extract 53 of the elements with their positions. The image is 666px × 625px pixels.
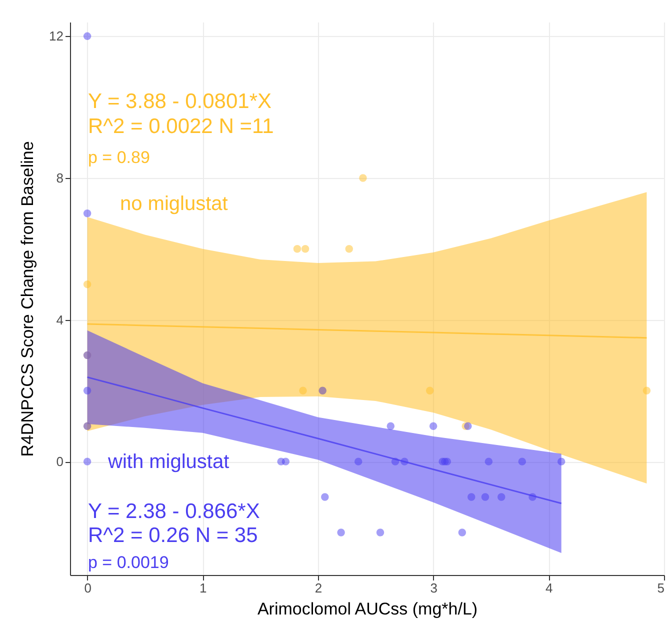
- y-axis-title: R4DNPCCS Score Change from Baseline: [18, 141, 38, 457]
- point: [354, 458, 362, 466]
- text: no miglustat: [120, 193, 228, 215]
- point: [642, 386, 651, 395]
- point: [386, 422, 395, 430]
- point: [464, 422, 472, 430]
- y-tick-label: 4: [56, 312, 64, 328]
- point: [293, 245, 302, 253]
- line-series: [86, 323, 648, 339]
- annotation: p = 0.89: [88, 148, 150, 167]
- point: [299, 386, 307, 395]
- point: [557, 458, 566, 466]
- point: [468, 493, 476, 501]
- point: [484, 458, 493, 466]
- line-series: [86, 376, 562, 504]
- point: [83, 280, 92, 288]
- point: [83, 210, 92, 218]
- point: [301, 245, 310, 253]
- annotation: Y = 2.38 - 0.866*X: [88, 500, 260, 523]
- series-label: with miglustat: [107, 451, 230, 473]
- point: [83, 32, 92, 40]
- point: [443, 458, 452, 466]
- point: [337, 528, 345, 536]
- y-tick-label: 8: [56, 170, 64, 186]
- x-tick-label: 5: [657, 580, 664, 596]
- y-tick-label: 12: [49, 28, 64, 44]
- point: [429, 422, 438, 430]
- annotation: p = 0.0019: [88, 553, 169, 572]
- point: [282, 458, 290, 466]
- y-tick-label: 0: [56, 454, 64, 470]
- annotation: R^2 = 0.26 N = 35: [88, 524, 258, 547]
- point: [83, 458, 92, 466]
- x-tick-label: 2: [314, 580, 322, 596]
- point: [518, 458, 526, 466]
- point: [458, 528, 466, 536]
- point: [83, 386, 92, 395]
- point: [498, 493, 506, 501]
- point: [481, 493, 490, 501]
- annotation: R^2 = 0.0022 N =11: [88, 115, 274, 138]
- x-tick-label: 1: [200, 580, 207, 596]
- point: [345, 245, 353, 253]
- point: [321, 493, 329, 501]
- x-axis-title: Arimoclomol AUCss (mg*h/L): [257, 600, 478, 618]
- x-tick-label: 3: [430, 580, 438, 596]
- point: [400, 458, 408, 466]
- point: [391, 458, 400, 466]
- point: [359, 174, 367, 182]
- x-tick-label: 0: [84, 580, 92, 596]
- point: [528, 493, 536, 501]
- point: [376, 528, 384, 536]
- point: [426, 386, 434, 395]
- x-tick-label: 4: [546, 580, 553, 596]
- annotation: Y = 3.88 - 0.0801*X: [88, 90, 272, 113]
